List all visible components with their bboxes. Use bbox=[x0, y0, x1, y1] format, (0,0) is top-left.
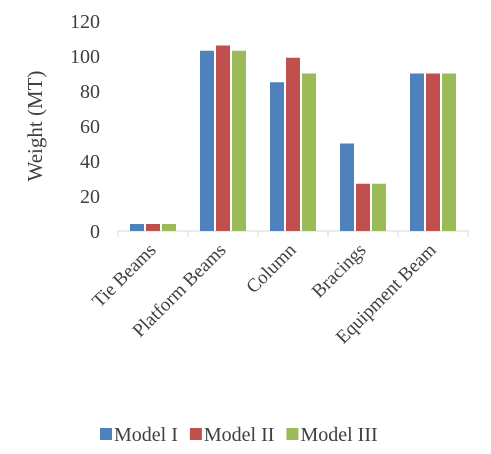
y-tick-label: 40 bbox=[80, 151, 100, 173]
x-category-label: Bracings bbox=[308, 240, 371, 303]
bar bbox=[410, 73, 424, 231]
bar bbox=[162, 224, 176, 231]
y-tick-label: 20 bbox=[80, 186, 100, 208]
legend-label: Model I bbox=[114, 424, 178, 446]
y-axis-title: Weight (MT) bbox=[23, 71, 47, 182]
bars bbox=[130, 45, 456, 231]
x-category-label: Tie Beams bbox=[88, 240, 160, 312]
bar bbox=[356, 183, 370, 231]
legend: Model I Model II Model III bbox=[100, 424, 378, 446]
bar bbox=[216, 45, 230, 231]
y-tick-label: 0 bbox=[90, 221, 100, 243]
y-tick-label: 100 bbox=[70, 46, 100, 68]
bar bbox=[442, 73, 456, 231]
legend-swatch bbox=[100, 428, 112, 440]
bar bbox=[286, 57, 300, 231]
legend-swatch bbox=[189, 428, 202, 440]
y-tick-label: 120 bbox=[70, 11, 100, 33]
bar bbox=[130, 224, 144, 231]
bar bbox=[372, 183, 386, 231]
bar bbox=[232, 50, 246, 231]
x-category-label: Column bbox=[242, 239, 300, 297]
y-tick-label: 80 bbox=[80, 81, 100, 103]
legend-label: Model II bbox=[204, 424, 275, 446]
y-tick-label: 60 bbox=[80, 116, 100, 138]
bar bbox=[146, 224, 160, 231]
legend-swatch bbox=[286, 428, 299, 440]
bar bbox=[302, 73, 316, 231]
x-axis bbox=[117, 230, 469, 237]
bar bbox=[340, 143, 354, 231]
bar bbox=[426, 73, 440, 231]
legend-label: Model III bbox=[300, 424, 377, 446]
bar bbox=[270, 82, 284, 231]
bar bbox=[200, 50, 214, 231]
y-axis-ticks: 0 20 40 60 80 100 120 bbox=[70, 11, 100, 243]
